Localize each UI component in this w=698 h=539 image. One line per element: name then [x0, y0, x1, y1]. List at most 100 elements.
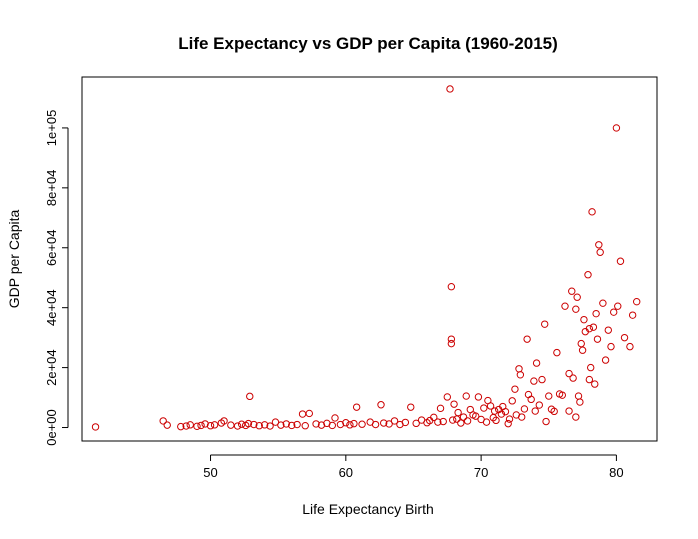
x-tick-label: 80 [609, 465, 623, 480]
data-point [449, 416, 457, 424]
data-point [542, 417, 550, 426]
data-point [463, 417, 472, 425]
data-point [293, 420, 301, 429]
data-point [220, 417, 228, 425]
data-point [352, 403, 361, 411]
data-point [331, 414, 339, 422]
data-point [612, 124, 621, 132]
data-point [589, 323, 598, 331]
data-point [501, 407, 510, 416]
data-point [358, 420, 366, 428]
data-point [244, 419, 253, 428]
data-point [515, 365, 523, 373]
data-point [177, 422, 185, 431]
data-point [565, 407, 573, 415]
data-point [453, 415, 461, 423]
data-point [550, 407, 558, 416]
data-point [288, 421, 296, 430]
data-point [633, 297, 641, 306]
x-axis-label: Life Expectancy Birth [302, 501, 434, 517]
x-tick-label: 60 [339, 465, 353, 480]
data-point [585, 324, 594, 333]
data-point [380, 419, 388, 427]
data-point [298, 410, 307, 418]
data-point [459, 413, 468, 421]
data-point [462, 392, 470, 400]
y-tick-label: 2e+04 [44, 349, 59, 386]
data-point [574, 392, 583, 400]
data-point [607, 342, 615, 351]
data-point [159, 417, 167, 425]
data-point [390, 417, 399, 425]
data-point [572, 413, 580, 421]
data-point [201, 420, 209, 428]
data-point [301, 422, 309, 430]
data-point [266, 422, 274, 430]
data-point [492, 416, 500, 425]
data-point [246, 392, 254, 401]
data-point [610, 308, 618, 316]
data-point [601, 356, 610, 364]
data-point [206, 422, 215, 430]
data-point [558, 391, 566, 399]
data-point [592, 309, 600, 318]
chart-title: Life Expectancy vs GDP per Capita (1960-… [178, 34, 558, 53]
y-axis-label: GDP per Capita [6, 210, 22, 309]
data-point [474, 393, 483, 401]
data-point [447, 335, 456, 343]
data-point [450, 400, 458, 408]
data-point [237, 420, 246, 428]
data-point [197, 421, 205, 430]
data-point [523, 335, 531, 343]
data-point [587, 363, 595, 372]
y-tick-label: 0e+00 [44, 409, 59, 446]
data-point [350, 419, 358, 428]
data-point [482, 418, 491, 426]
data-point [516, 371, 525, 379]
data-point [505, 415, 514, 423]
data-point [446, 85, 454, 93]
data-point [260, 421, 269, 429]
data-point [545, 392, 553, 400]
data-point [620, 333, 629, 342]
data-point [412, 419, 420, 428]
data-point [434, 418, 442, 426]
data-point [572, 305, 580, 313]
data-point [568, 287, 576, 295]
data-point [524, 390, 533, 399]
data-point [436, 404, 445, 413]
data-point [530, 377, 538, 385]
data-point [443, 393, 451, 401]
data-point [480, 404, 488, 412]
data-point [454, 408, 462, 417]
y-tick-label: 6e+04 [44, 230, 59, 267]
data-point [193, 422, 201, 431]
data-point [182, 422, 190, 430]
data-point [541, 320, 549, 328]
y-axis: 0e+00 2e+04 4e+04 6e+04 8e+04 1e+05 [44, 110, 69, 446]
data-point [616, 257, 625, 265]
data-point [604, 326, 612, 334]
data-point [277, 421, 285, 429]
data-point [561, 302, 569, 310]
data-point [210, 421, 219, 429]
data-point [317, 421, 326, 429]
data-point [535, 401, 543, 409]
data-point [233, 422, 242, 430]
x-tick-label: 70 [474, 465, 488, 480]
data-point [538, 375, 546, 384]
data-point [580, 315, 588, 324]
data-point [595, 241, 603, 249]
data-point [336, 420, 345, 429]
data-point [407, 403, 415, 411]
data-point [504, 419, 512, 428]
data-point [250, 420, 258, 429]
data-point [186, 421, 194, 429]
x-tick-label: 50 [203, 465, 217, 480]
data-point [585, 375, 594, 384]
data-point [527, 395, 535, 404]
data-point [614, 302, 622, 310]
data-point [305, 409, 313, 418]
data-point [588, 208, 596, 216]
